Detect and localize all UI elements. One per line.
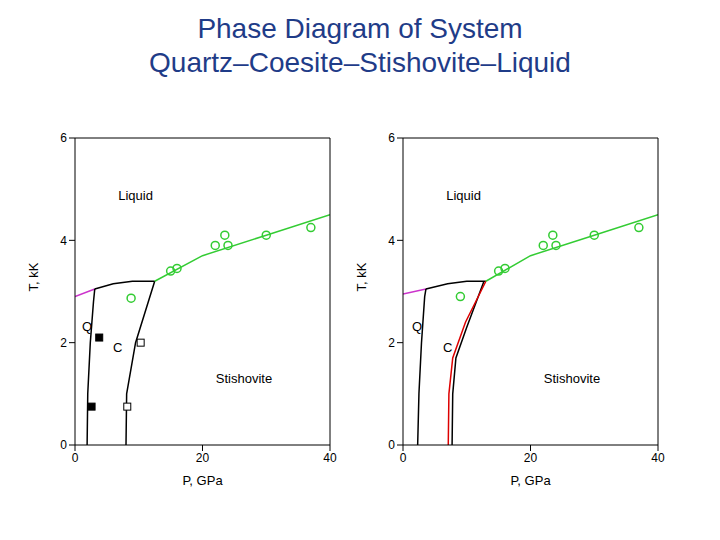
svg-text:4: 4 [60, 234, 67, 248]
svg-text:Liquid: Liquid [118, 188, 153, 203]
svg-text:20: 20 [196, 451, 210, 465]
svg-text:Stishovite: Stishovite [216, 371, 272, 386]
svg-text:0: 0 [400, 451, 407, 465]
svg-text:Q: Q [82, 319, 92, 334]
svg-text:4: 4 [388, 234, 395, 248]
svg-text:40: 40 [651, 451, 665, 465]
svg-text:2: 2 [60, 336, 67, 350]
svg-text:C: C [443, 340, 452, 355]
svg-text:0: 0 [72, 451, 79, 465]
svg-text:6: 6 [60, 131, 67, 145]
svg-text:Q: Q [412, 319, 422, 334]
svg-text:6: 6 [388, 131, 395, 145]
svg-text:Liquid: Liquid [446, 188, 481, 203]
svg-text:20: 20 [524, 451, 538, 465]
svg-text:0: 0 [388, 438, 395, 452]
svg-text:2: 2 [388, 336, 395, 350]
html-text:Quartz–Coesite–Stishovite–Liqu: Quartz–Coesite–Stishovite–Liquid [149, 47, 571, 78]
html-text:Phase Diagram of System: Phase Diagram of System [197, 13, 523, 44]
svg-text:P, GPa: P, GPa [510, 473, 551, 488]
svg-text:P, GPa: P, GPa [182, 473, 223, 488]
svg-text:0: 0 [60, 438, 67, 452]
svg-text:Stishovite: Stishovite [544, 371, 600, 386]
svg-text:C: C [113, 340, 122, 355]
svg-text:40: 40 [323, 451, 337, 465]
svg-text:T, kK: T, kK [26, 262, 41, 291]
svg-text:T, kK: T, kK [354, 262, 369, 291]
